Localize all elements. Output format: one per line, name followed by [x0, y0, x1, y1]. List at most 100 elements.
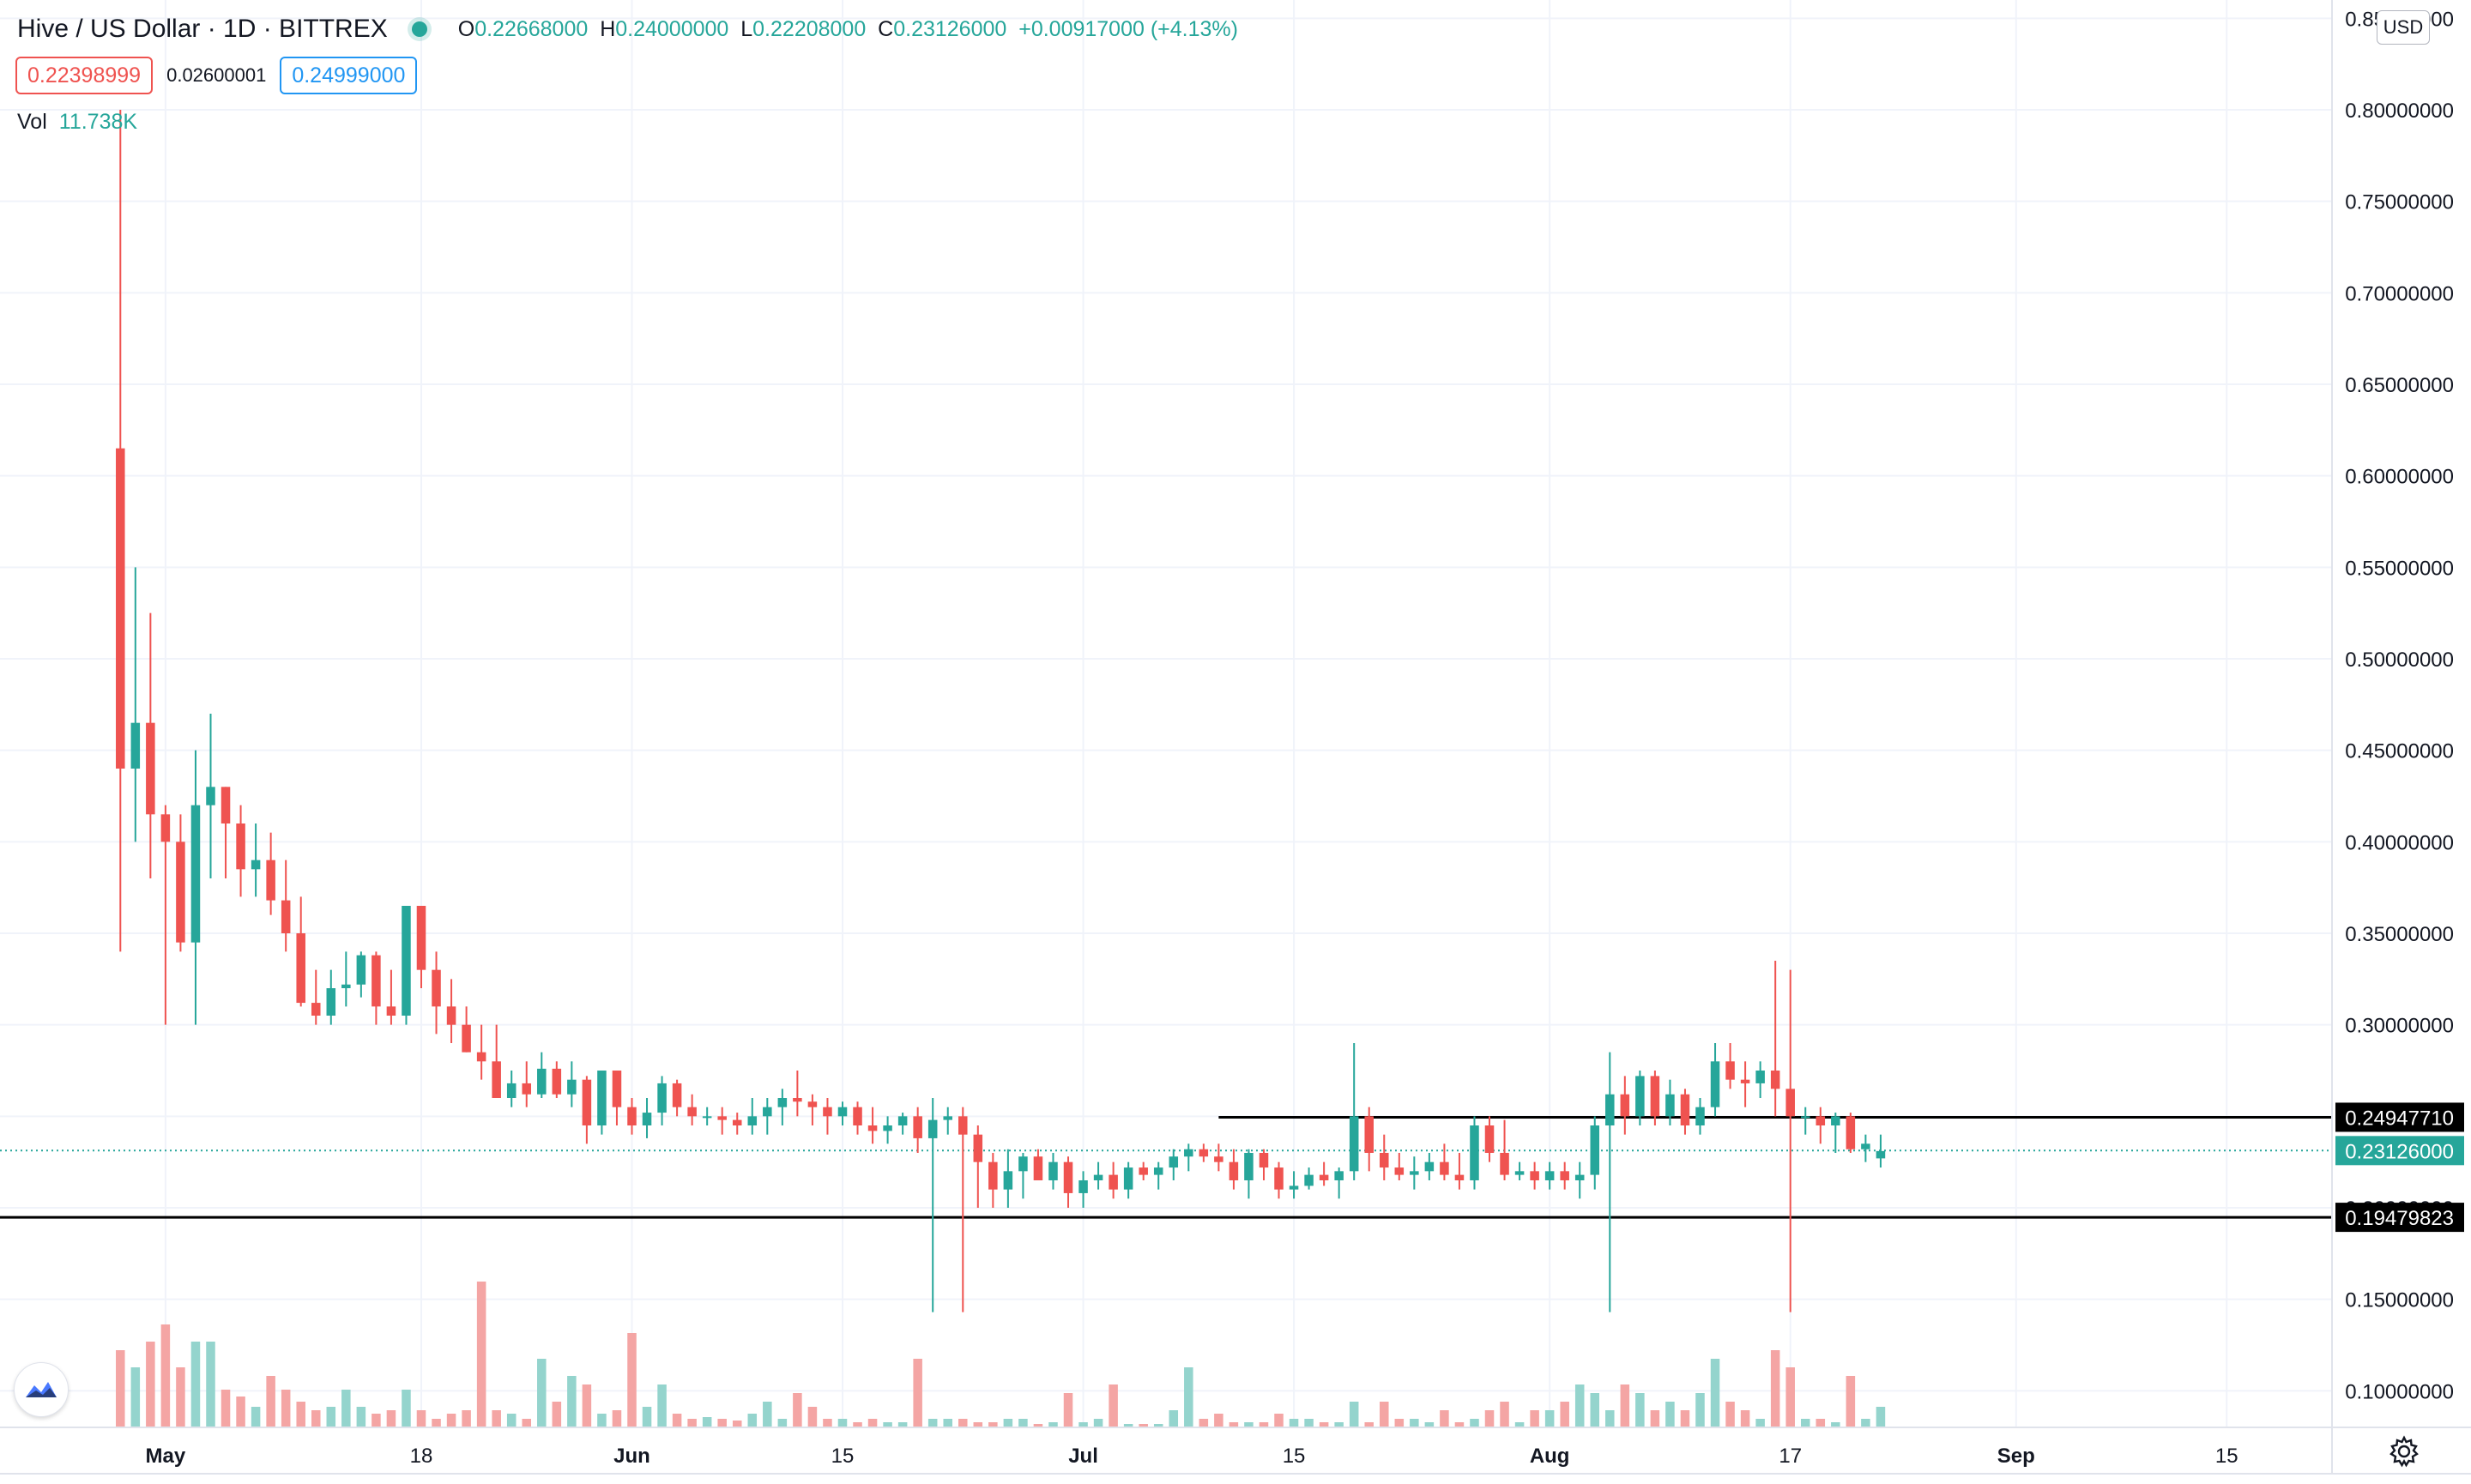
candle-body[interactable]: [476, 1052, 486, 1062]
candle-body[interactable]: [1003, 1171, 1013, 1190]
gear-icon[interactable]: [2387, 1434, 2421, 1469]
candle-body[interactable]: [867, 1125, 878, 1131]
candle-body[interactable]: [1033, 1156, 1043, 1180]
candle-body[interactable]: [266, 860, 275, 901]
candle-body[interactable]: [1214, 1156, 1223, 1162]
candle-body[interactable]: [1319, 1174, 1329, 1180]
candle-body[interactable]: [1139, 1167, 1148, 1175]
candle-body[interactable]: [1410, 1171, 1419, 1175]
candle-body[interactable]: [1590, 1125, 1600, 1175]
candle-body[interactable]: [1018, 1156, 1028, 1172]
candle-body[interactable]: [1484, 1125, 1495, 1153]
candle-body[interactable]: [1184, 1149, 1193, 1157]
candle-body[interactable]: [146, 722, 155, 815]
candle-body[interactable]: [927, 1119, 938, 1138]
candle-body[interactable]: [567, 1079, 577, 1095]
candle-body[interactable]: [1605, 1094, 1615, 1125]
candle-body[interactable]: [1153, 1167, 1163, 1175]
candle-body[interactable]: [1424, 1161, 1435, 1172]
candle-body[interactable]: [582, 1079, 592, 1125]
sell-button[interactable]: 0.22398999: [15, 57, 154, 94]
candle-body[interactable]: [296, 933, 305, 1004]
candle-body[interactable]: [672, 1083, 682, 1107]
candle-body[interactable]: [1544, 1171, 1555, 1180]
candle-body[interactable]: [236, 823, 245, 870]
price-axis[interactable]: 0.100000000.150000000.200000000.25000000…: [2345, 8, 2454, 1403]
candle-body[interactable]: [537, 1068, 547, 1095]
candle-body[interactable]: [416, 906, 426, 970]
candle-body[interactable]: [1815, 1116, 1826, 1125]
candle-body[interactable]: [1740, 1079, 1750, 1083]
candle-body[interactable]: [130, 722, 141, 769]
candle-body[interactable]: [1861, 1143, 1870, 1149]
candle-body[interactable]: [522, 1083, 532, 1095]
candle-body[interactable]: [221, 787, 231, 823]
candle-body[interactable]: [1274, 1167, 1284, 1190]
candle-body[interactable]: [597, 1071, 607, 1125]
candle-body[interactable]: [1876, 1150, 1886, 1159]
candle-body[interactable]: [1650, 1076, 1660, 1117]
horizontal-lines[interactable]: [0, 1115, 2332, 1219]
candle-body[interactable]: [311, 1003, 321, 1016]
candle-body[interactable]: [372, 955, 381, 1007]
candle-body[interactable]: [1304, 1174, 1314, 1186]
candle-body[interactable]: [1048, 1161, 1058, 1180]
symbol-title[interactable]: Hive / US Dollar · 1D · BITTREX: [17, 15, 388, 43]
candle-body[interactable]: [627, 1107, 637, 1125]
candle-body[interactable]: [823, 1107, 832, 1117]
candle-body[interactable]: [777, 1098, 788, 1107]
candle-body[interactable]: [281, 900, 291, 933]
candle-body[interactable]: [1530, 1171, 1539, 1180]
candle-body[interactable]: [190, 805, 201, 943]
candle-body[interactable]: [1440, 1161, 1449, 1175]
candle-body[interactable]: [1635, 1076, 1645, 1117]
candle-body[interactable]: [1364, 1116, 1374, 1153]
candle-body[interactable]: [943, 1116, 952, 1120]
candle-body[interactable]: [1109, 1174, 1118, 1190]
candle-body[interactable]: [897, 1116, 908, 1125]
candle-body[interactable]: [1394, 1167, 1405, 1175]
candle-body[interactable]: [160, 814, 171, 842]
candle-body[interactable]: [1574, 1174, 1585, 1180]
candle-body[interactable]: [1470, 1125, 1479, 1180]
candle-body[interactable]: [506, 1083, 517, 1098]
candle-body[interactable]: [462, 1024, 471, 1053]
candle-body[interactable]: [446, 1006, 456, 1025]
candle-body[interactable]: [1665, 1094, 1675, 1117]
candle-body[interactable]: [1680, 1094, 1690, 1125]
candle-body[interactable]: [1078, 1180, 1088, 1193]
candle-body[interactable]: [1334, 1171, 1344, 1180]
candle-body[interactable]: [1620, 1094, 1630, 1117]
candle-body[interactable]: [1380, 1153, 1389, 1168]
candle-body[interactable]: [717, 1116, 727, 1120]
candle-body[interactable]: [492, 1061, 501, 1098]
candle-body[interactable]: [1846, 1116, 1856, 1149]
candle-body[interactable]: [1755, 1071, 1765, 1083]
candle-body[interactable]: [973, 1134, 983, 1162]
candle-body[interactable]: [1770, 1071, 1780, 1089]
candle-body[interactable]: [1560, 1171, 1569, 1180]
candle-body[interactable]: [402, 906, 411, 1016]
candle-body[interactable]: [702, 1116, 712, 1119]
candle-body[interactable]: [657, 1083, 667, 1113]
candle-body[interactable]: [356, 955, 366, 985]
candle-body[interactable]: [1454, 1174, 1465, 1180]
candle-body[interactable]: [612, 1071, 622, 1107]
candle-body[interactable]: [1259, 1153, 1269, 1168]
candle-body[interactable]: [116, 448, 125, 769]
candle-body[interactable]: [1710, 1061, 1720, 1107]
candle-body[interactable]: [1123, 1167, 1133, 1190]
volume-label[interactable]: Vol: [17, 110, 47, 134]
candle-body[interactable]: [958, 1116, 968, 1135]
candle-body[interactable]: [1500, 1153, 1509, 1175]
candle-body[interactable]: [1169, 1156, 1179, 1168]
candle-body[interactable]: [687, 1107, 697, 1117]
candle-body[interactable]: [988, 1161, 998, 1190]
candle-body[interactable]: [176, 842, 185, 943]
candle-body[interactable]: [807, 1101, 818, 1107]
candle-body[interactable]: [206, 787, 215, 805]
candle-body[interactable]: [732, 1119, 742, 1125]
candle-body[interactable]: [1725, 1061, 1735, 1080]
candle-body[interactable]: [432, 969, 441, 1007]
candle-body[interactable]: [1831, 1116, 1840, 1125]
